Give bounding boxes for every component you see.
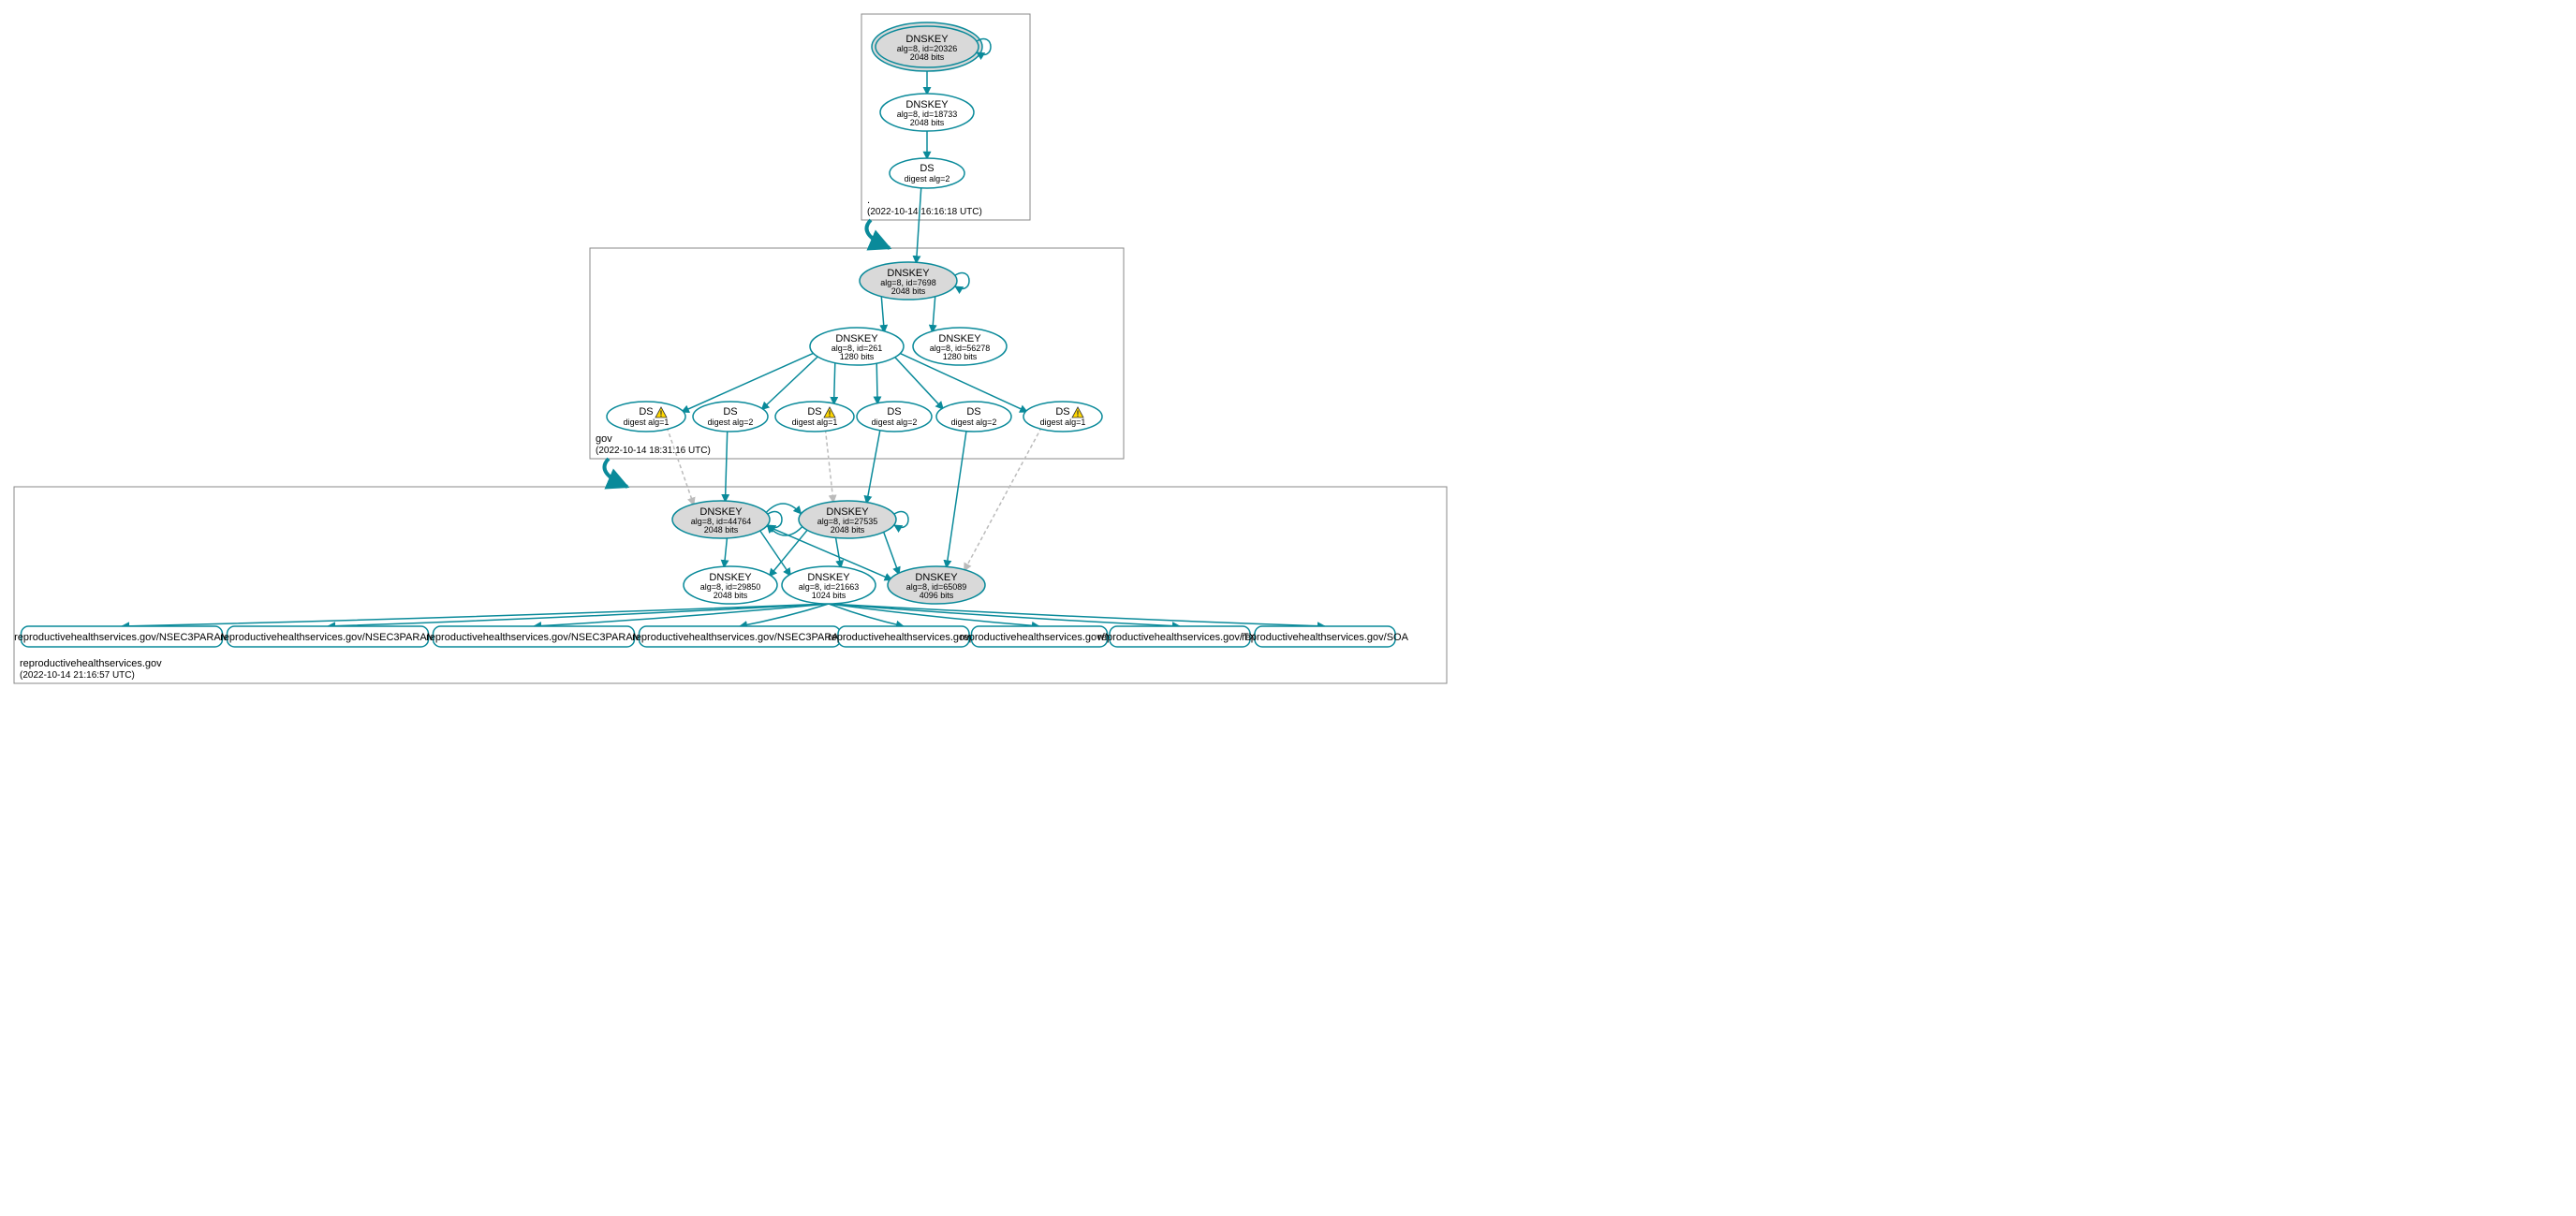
svg-text:reproductivehealthservices.gov: reproductivehealthservices.gov/TXT — [1097, 632, 1262, 643]
svg-text:2048 bits: 2048 bits — [910, 52, 945, 62]
zone-delegation-arrow — [605, 459, 628, 487]
svg-text:!: ! — [660, 409, 663, 418]
svg-text:digest alg=2: digest alg=2 — [951, 418, 997, 427]
svg-text:(2022-10-14 16:16:18 UTC): (2022-10-14 16:16:18 UTC) — [867, 207, 982, 217]
node-root_zsk: DNSKEYalg=8, id=187332048 bits — [880, 94, 974, 131]
svg-text:reproductivehealthservices.gov: reproductivehealthservices.gov/NSEC3PARA… — [632, 632, 847, 643]
node-dom_zsk2: DNSKEYalg=8, id=216631024 bits — [782, 566, 876, 604]
node-dom_ksk2: DNSKEYalg=8, id=275352048 bits — [799, 501, 908, 538]
node-dom_zsk1: DNSKEYalg=8, id=298502048 bits — [684, 566, 777, 604]
node-dom_ksk1: DNSKEYalg=8, id=447642048 bits — [672, 501, 782, 538]
edge-rrset — [534, 604, 829, 626]
svg-text:reproductivehealthservices.gov: reproductivehealthservices.gov/NSEC3PARA… — [220, 632, 435, 643]
svg-text:reproductivehealthservices.gov: reproductivehealthservices.gov/A — [828, 632, 980, 643]
edge — [725, 430, 727, 502]
edge — [866, 429, 880, 504]
svg-text:2048 bits: 2048 bits — [891, 286, 926, 296]
node-dom_ksk3: DNSKEYalg=8, id=650894096 bits — [888, 566, 985, 604]
node-root_ds: DSdigest alg=2 — [890, 158, 964, 188]
svg-text:!: ! — [829, 409, 832, 418]
node-ds6: DSdigest alg=1! — [1023, 402, 1102, 432]
svg-text:(2022-10-14 18:31:16 UTC): (2022-10-14 18:31:16 UTC) — [596, 446, 711, 456]
edge — [947, 430, 966, 567]
edge — [724, 536, 727, 567]
node-gov_zsk1: DNSKEYalg=8, id=2611280 bits — [810, 328, 904, 365]
svg-text:2048 bits: 2048 bits — [910, 118, 945, 127]
edge — [881, 294, 884, 332]
edge — [876, 361, 877, 404]
svg-text:.: . — [867, 195, 870, 206]
svg-text:reproductivehealthservices.gov: reproductivehealthservices.gov/SOA — [1242, 632, 1409, 643]
node-ds3: DSdigest alg=1! — [775, 402, 854, 432]
svg-text:digest alg=1: digest alg=1 — [1040, 418, 1086, 427]
svg-text:digest alg=2: digest alg=2 — [872, 418, 918, 427]
svg-text:gov: gov — [596, 433, 612, 445]
svg-text:!: ! — [1077, 409, 1080, 418]
svg-text:reproductivehealthservices.gov: reproductivehealthservices.gov/NS — [960, 632, 1119, 643]
svg-text:DS: DS — [920, 163, 934, 174]
svg-text:DS: DS — [807, 406, 821, 418]
dnssec-diagram: .(2022-10-14 16:16:18 UTC)gov(2022-10-14… — [9, 9, 1451, 693]
svg-text:1280 bits: 1280 bits — [943, 352, 978, 361]
svg-text:digest alg=2: digest alg=2 — [905, 174, 950, 183]
node-gov_ksk: DNSKEYalg=8, id=76982048 bits — [860, 262, 969, 300]
edge-dashed — [964, 428, 1042, 571]
edge — [883, 530, 900, 575]
svg-text:digest alg=1: digest alg=1 — [624, 418, 670, 427]
svg-text:reproductivehealthservices.gov: reproductivehealthservices.gov/NSEC3PARA… — [14, 632, 229, 643]
node-ds2: DSdigest alg=2 — [693, 402, 768, 432]
svg-text:digest alg=1: digest alg=1 — [792, 418, 838, 427]
node-ds5: DSdigest alg=2 — [936, 402, 1011, 432]
node-root_ksk: DNSKEYalg=8, id=203262048 bits — [872, 22, 991, 71]
node-gov_zsk2: DNSKEYalg=8, id=562781280 bits — [913, 328, 1007, 365]
edge-rrset — [122, 604, 829, 626]
edge — [933, 294, 935, 332]
svg-text:DS: DS — [1055, 406, 1069, 418]
svg-text:reproductivehealthservices.gov: reproductivehealthservices.gov — [20, 658, 162, 669]
edge-dashed — [667, 428, 694, 505]
edge — [835, 535, 841, 567]
edge — [916, 186, 920, 263]
svg-text:2048 bits: 2048 bits — [831, 525, 865, 535]
svg-text:1280 bits: 1280 bits — [840, 352, 875, 361]
svg-text:digest alg=2: digest alg=2 — [708, 418, 754, 427]
svg-text:(2022-10-14 21:16:57 UTC): (2022-10-14 21:16:57 UTC) — [20, 670, 135, 681]
edge — [834, 360, 835, 404]
svg-text:DS: DS — [887, 406, 901, 418]
zone-delegation-arrow — [867, 220, 891, 248]
svg-text:1024 bits: 1024 bits — [812, 591, 846, 600]
svg-text:2048 bits: 2048 bits — [714, 591, 748, 600]
svg-text:DS: DS — [966, 406, 980, 418]
svg-text:2048 bits: 2048 bits — [704, 525, 739, 535]
svg-text:reproductivehealthservices.gov: reproductivehealthservices.gov/NSEC3PARA… — [426, 632, 641, 643]
svg-text:DS: DS — [639, 406, 653, 418]
node-ds1: DSdigest alg=1! — [607, 402, 685, 432]
svg-text:DS: DS — [723, 406, 737, 418]
edge-rrset — [829, 604, 1325, 626]
svg-text:4096 bits: 4096 bits — [920, 591, 954, 600]
edge-dashed — [825, 430, 833, 503]
node-ds4: DSdigest alg=2 — [857, 402, 932, 432]
